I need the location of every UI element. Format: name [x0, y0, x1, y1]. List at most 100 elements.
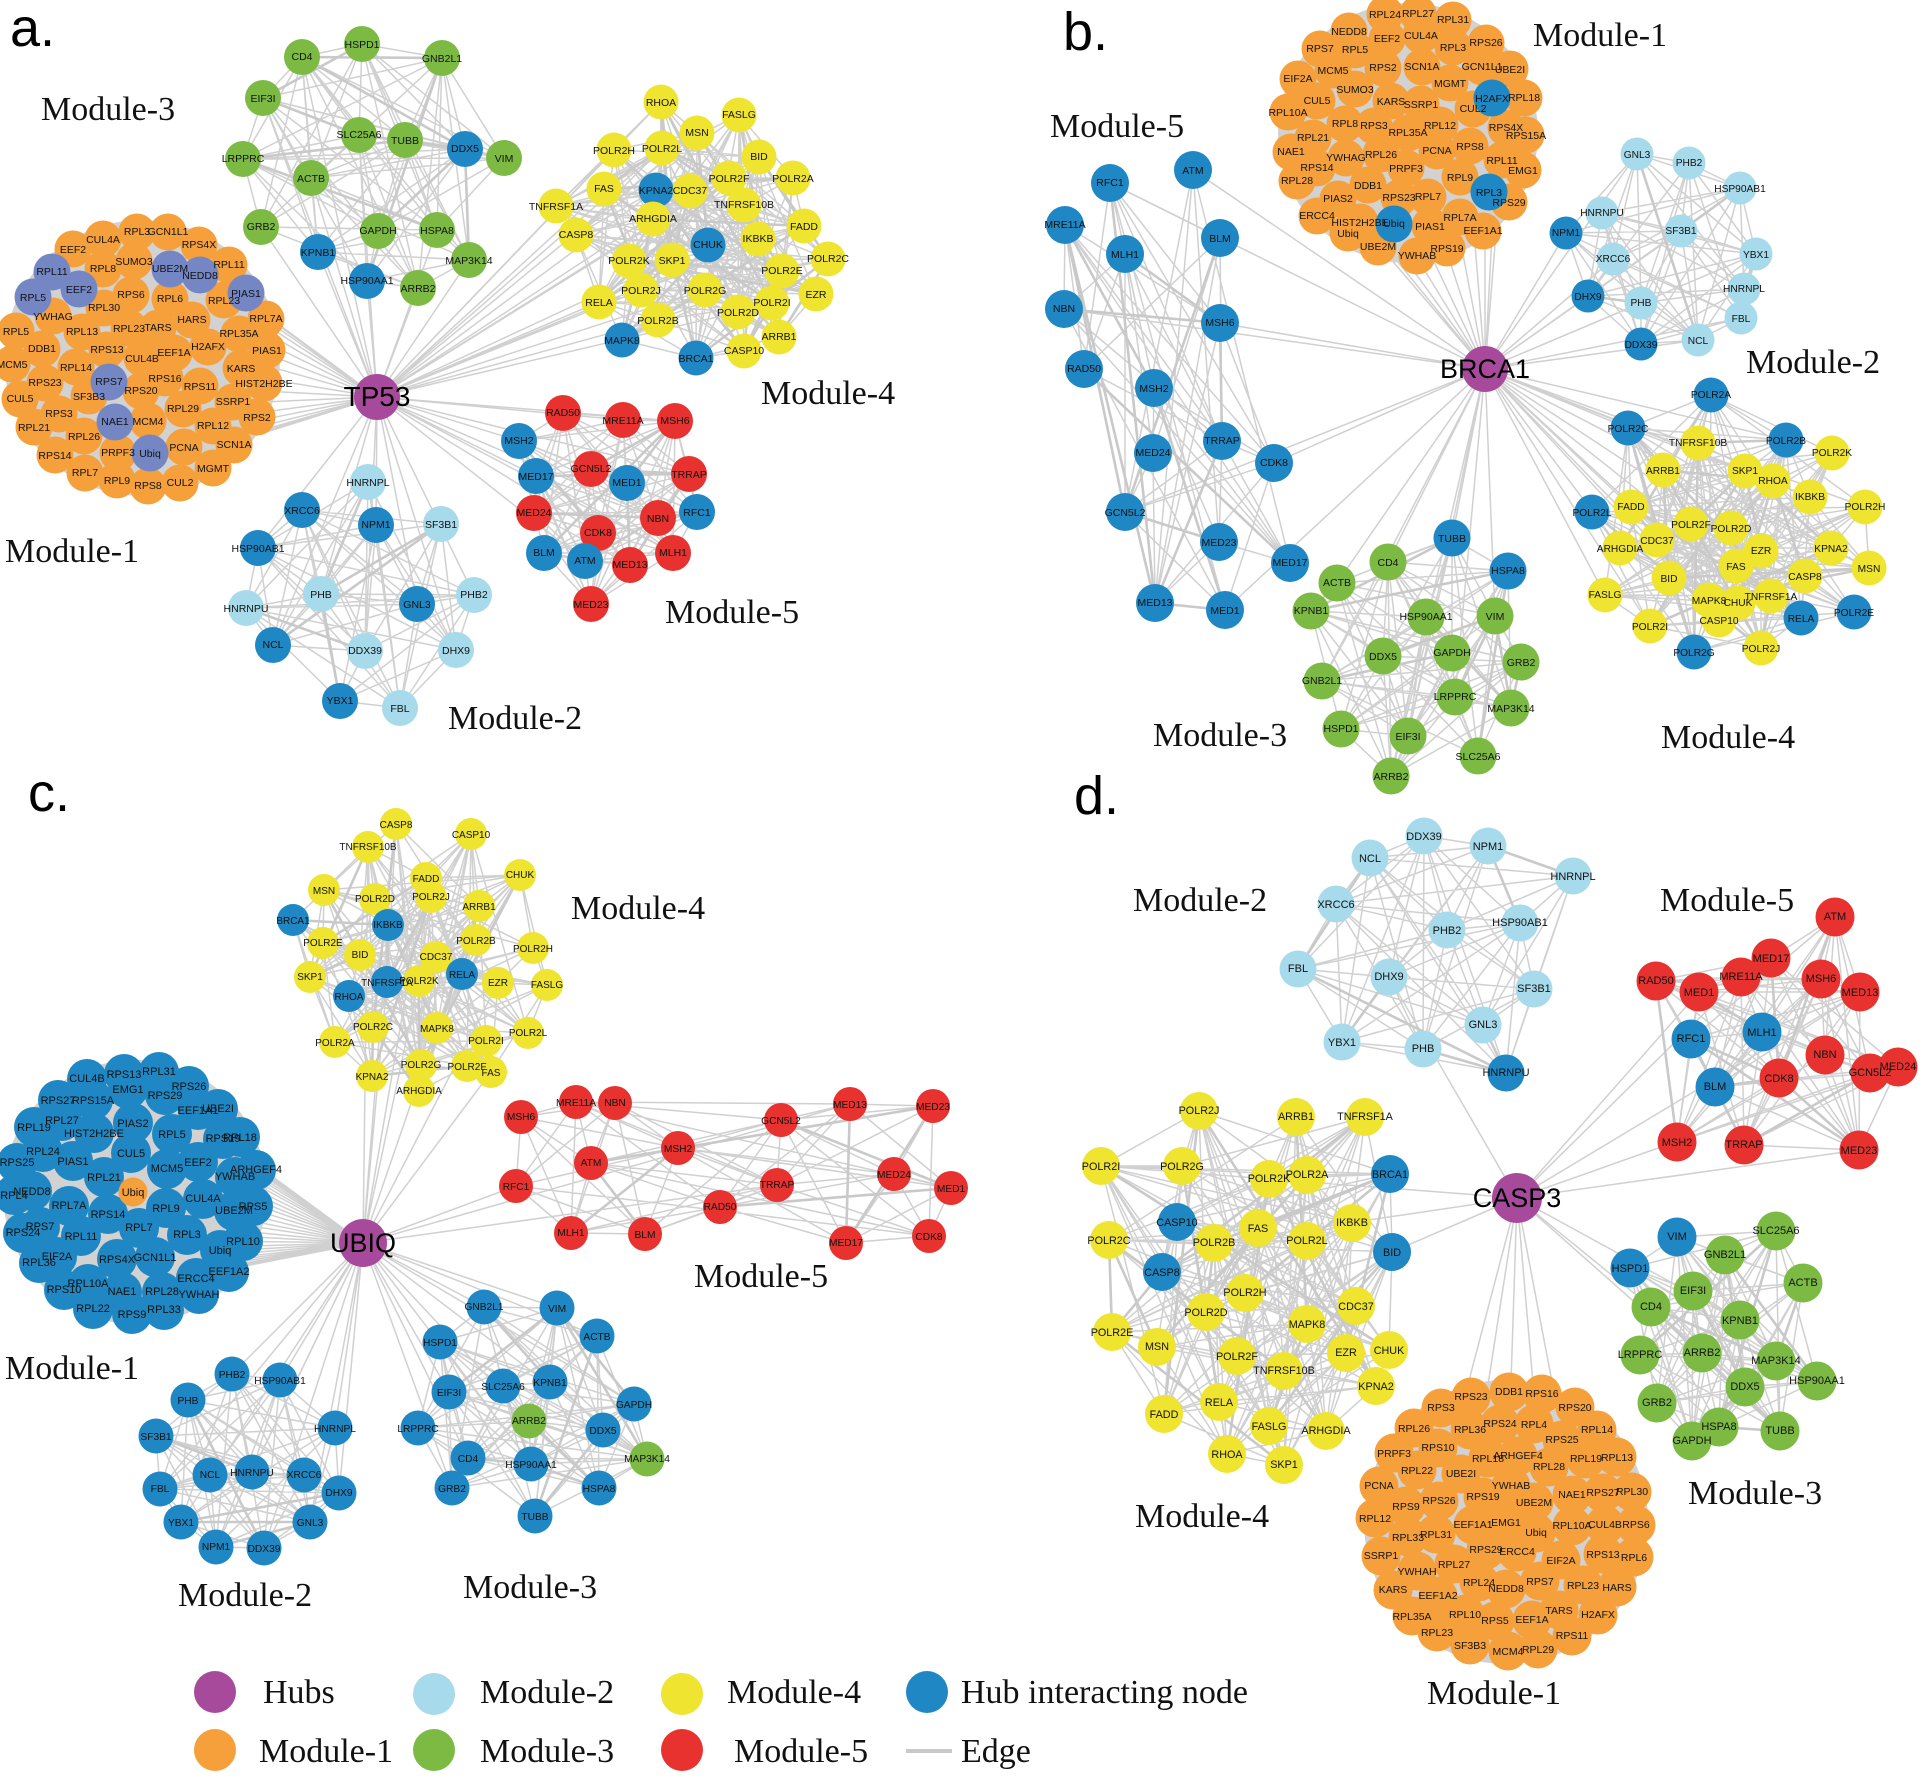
svg-text:POLR2I: POLR2I [1632, 622, 1668, 633]
svg-text:CDC37: CDC37 [673, 185, 708, 197]
svg-text:HSPA8: HSPA8 [420, 225, 454, 237]
svg-text:Module-5: Module-5 [734, 1733, 868, 1770]
svg-text:CDC37: CDC37 [420, 952, 453, 963]
svg-text:RPS7: RPS7 [26, 1221, 55, 1233]
svg-text:RPL7: RPL7 [125, 1222, 153, 1234]
svg-text:CDK8: CDK8 [1260, 457, 1288, 469]
svg-text:RPL7A: RPL7A [1443, 212, 1476, 224]
svg-text:TP53: TP53 [344, 381, 411, 412]
svg-text:GAPDH: GAPDH [1672, 1435, 1711, 1447]
svg-text:POLR2F: POLR2F [1671, 520, 1711, 531]
svg-text:RPS16: RPS16 [1525, 1388, 1558, 1400]
svg-text:RHOA: RHOA [335, 992, 364, 1003]
svg-text:HSP90AB1: HSP90AB1 [254, 1376, 306, 1387]
svg-text:RPS26: RPS26 [172, 1081, 207, 1093]
svg-text:GAPDH: GAPDH [359, 225, 396, 237]
svg-text:RPS7: RPS7 [1526, 1576, 1554, 1588]
svg-text:PIAS1: PIAS1 [57, 1156, 88, 1168]
svg-text:UBE2M: UBE2M [1516, 1497, 1552, 1509]
svg-text:POLR2G: POLR2G [1160, 1161, 1204, 1173]
svg-text:EEF1A1: EEF1A1 [178, 1105, 219, 1117]
svg-text:ARHGEF4: ARHGEF4 [230, 1164, 282, 1176]
svg-text:RHOA: RHOA [1211, 1449, 1243, 1461]
svg-text:Module-4: Module-4 [761, 375, 895, 412]
svg-text:ACTB: ACTB [297, 173, 325, 185]
svg-text:POLR2J: POLR2J [1742, 644, 1781, 655]
svg-text:RPS29: RPS29 [1469, 1544, 1502, 1556]
svg-text:VIM: VIM [1486, 611, 1505, 623]
svg-text:CASP10: CASP10 [452, 830, 491, 841]
svg-text:RPL5: RPL5 [1342, 44, 1368, 56]
svg-text:NCL: NCL [1359, 853, 1381, 865]
svg-text:SF3B3: SF3B3 [73, 391, 105, 403]
svg-text:MSH6: MSH6 [1205, 317, 1234, 329]
svg-text:SUMO3: SUMO3 [1336, 84, 1374, 96]
svg-text:POLR2B: POLR2B [456, 936, 496, 947]
svg-text:DDX5: DDX5 [1369, 651, 1397, 663]
svg-text:YWHAB: YWHAB [1398, 250, 1437, 262]
svg-text:Module-4: Module-4 [571, 890, 705, 927]
svg-text:HNRNPU: HNRNPU [224, 603, 269, 615]
svg-text:MRE11A: MRE11A [556, 1098, 596, 1109]
svg-text:RPL30: RPL30 [1616, 1486, 1648, 1498]
svg-text:SKP1: SKP1 [297, 972, 323, 983]
svg-text:DDB1: DDB1 [28, 343, 56, 355]
svg-text:RPL30: RPL30 [88, 302, 120, 314]
svg-text:POLR2E: POLR2E [303, 938, 343, 949]
svg-text:CASP10: CASP10 [1699, 616, 1738, 627]
svg-text:CD4: CD4 [291, 51, 312, 63]
svg-text:MSH2: MSH2 [1139, 383, 1168, 395]
svg-text:RPS16: RPS16 [148, 373, 181, 385]
svg-text:SF3B1: SF3B1 [1665, 226, 1696, 237]
svg-text:PHB: PHB [1631, 298, 1652, 309]
svg-text:POLR2H: POLR2H [513, 944, 553, 955]
svg-text:HNRNPU: HNRNPU [230, 1468, 274, 1479]
svg-text:TUBB: TUBB [521, 1512, 548, 1523]
svg-text:UBE2I: UBE2I [202, 1103, 234, 1115]
svg-text:POLR2A: POLR2A [1691, 390, 1731, 401]
svg-text:H2AFX: H2AFX [1581, 1609, 1615, 1621]
svg-text:EZR: EZR [1751, 546, 1771, 557]
svg-text:MED23: MED23 [1201, 537, 1236, 549]
svg-text:RPL5: RPL5 [158, 1129, 186, 1141]
svg-text:ARRB1: ARRB1 [1278, 1111, 1314, 1123]
svg-text:KPNB1: KPNB1 [1294, 605, 1329, 617]
svg-text:BLM: BLM [1209, 233, 1231, 245]
svg-text:POLR2J: POLR2J [412, 892, 450, 903]
svg-text:Module-2: Module-2 [480, 1674, 614, 1711]
svg-text:YWHAB: YWHAB [215, 1171, 255, 1183]
svg-text:RAD50: RAD50 [546, 407, 580, 419]
svg-text:MED17: MED17 [829, 1238, 863, 1249]
svg-text:NBN: NBN [1053, 303, 1075, 315]
svg-text:RHOA: RHOA [646, 97, 676, 109]
svg-text:EEF2: EEF2 [60, 244, 86, 256]
svg-text:RPL13: RPL13 [1601, 1452, 1633, 1464]
svg-text:NBN: NBN [604, 1098, 626, 1109]
svg-text:a.: a. [10, 0, 55, 58]
svg-text:DDB1: DDB1 [1354, 180, 1382, 192]
svg-text:RPL14: RPL14 [60, 362, 92, 374]
svg-text:DDX39: DDX39 [348, 645, 382, 657]
svg-text:MLH1: MLH1 [659, 547, 687, 559]
svg-text:EIF2A: EIF2A [1546, 1555, 1575, 1567]
svg-text:RELA: RELA [1788, 614, 1815, 625]
svg-text:DHX9: DHX9 [1374, 971, 1403, 983]
svg-text:SLC25A6: SLC25A6 [1752, 1225, 1799, 1237]
svg-text:VIM: VIM [548, 1304, 566, 1315]
svg-text:HNRNPL: HNRNPL [1723, 284, 1765, 295]
svg-text:CDK8: CDK8 [584, 527, 612, 539]
svg-text:DDX39: DDX39 [1406, 831, 1441, 843]
svg-text:TNFRSF1A: TNFRSF1A [1337, 1111, 1394, 1123]
svg-text:SCN1A: SCN1A [1404, 61, 1439, 73]
svg-text:NEDD8: NEDD8 [1331, 26, 1367, 38]
svg-text:CUL4A: CUL4A [1404, 30, 1438, 42]
svg-text:NPM1: NPM1 [1552, 228, 1581, 239]
svg-text:CD4: CD4 [1377, 557, 1398, 569]
svg-text:RPS2: RPS2 [1369, 62, 1397, 74]
svg-text:MED24: MED24 [1880, 1061, 1917, 1073]
svg-text:RPL22: RPL22 [1401, 1465, 1433, 1477]
svg-text:DDB1: DDB1 [1495, 1386, 1523, 1398]
svg-text:CDC37: CDC37 [1338, 1301, 1373, 1313]
svg-text:NBN: NBN [1813, 1049, 1836, 1061]
svg-text:BRCA1: BRCA1 [1440, 354, 1530, 384]
